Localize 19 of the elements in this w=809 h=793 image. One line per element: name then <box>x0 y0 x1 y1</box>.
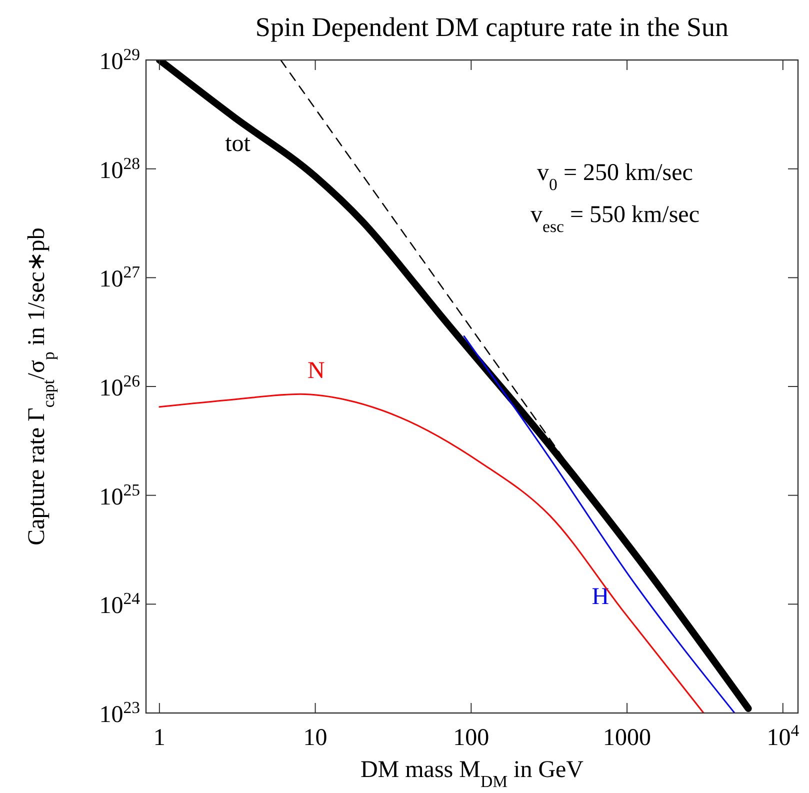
x-tick-label: 1000 <box>603 725 652 751</box>
y-tick-label: 10$^{24}$ <box>99 588 141 620</box>
y-tick-label: 10$^{28}$ <box>99 153 140 184</box>
y-tick-label: 10$^{27}$ <box>99 262 140 293</box>
y-tick-label: 10$^{26}$ <box>99 371 140 402</box>
x-tick-label: 100 <box>453 725 490 751</box>
series-label: H <box>592 584 610 610</box>
x-axis-title: DM mass M$_{DM}$ in GeV <box>360 757 584 790</box>
x-tick-label: 10 <box>303 725 328 751</box>
y-tick-label: 10$^{23}$ <box>99 698 140 728</box>
x-tick-label: 1 <box>153 725 166 751</box>
annotation: v$_{esc}$ = 550 km/sec <box>530 202 700 236</box>
chart-title: Spin Dependent DM capture rate in the Sun <box>255 12 730 42</box>
series-label: N <box>308 358 325 384</box>
y-tick-label: 10$^{25}$ <box>99 480 140 510</box>
annotation: v$_{0}$ = 250 km/sec <box>537 160 693 194</box>
x-tick-label: 10$^{4}$ <box>766 720 800 751</box>
y-tick-label: 10$^{29}$ <box>99 44 140 75</box>
series-label: tot <box>225 130 251 157</box>
